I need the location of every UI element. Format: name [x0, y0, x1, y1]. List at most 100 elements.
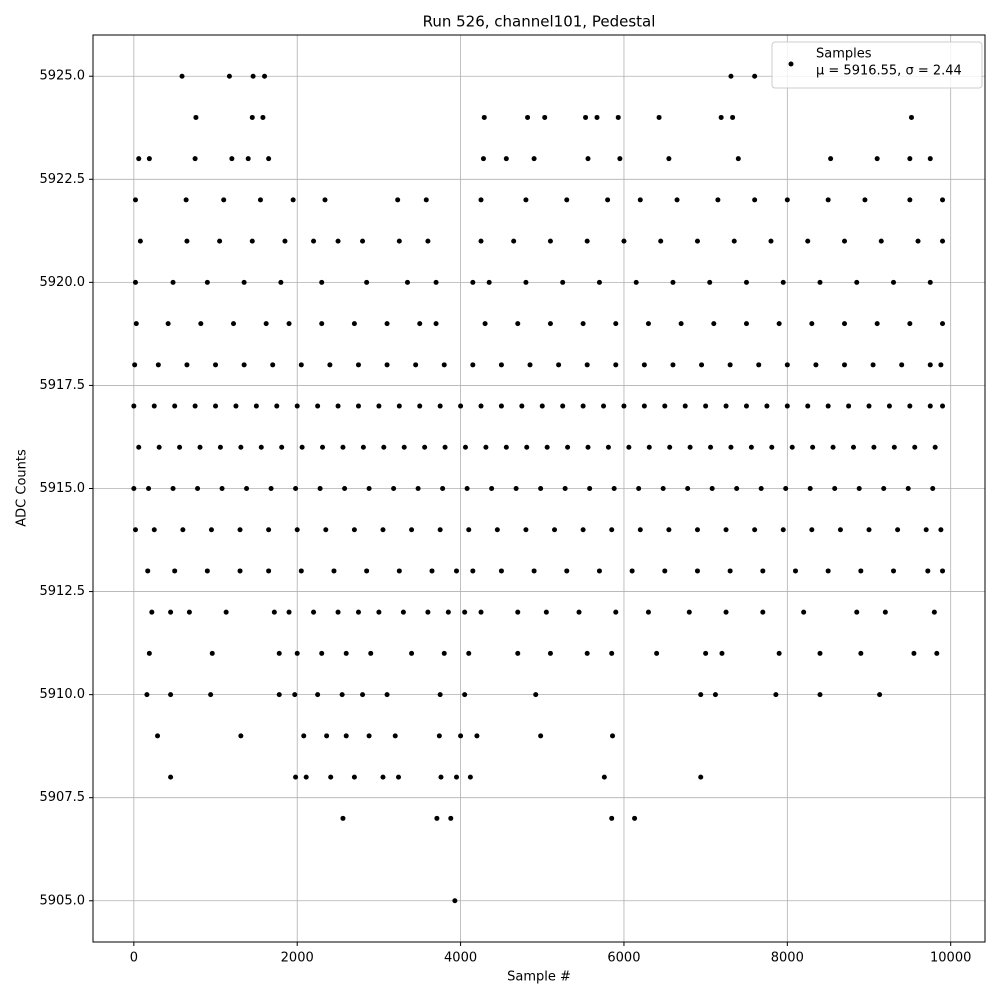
- point: [355, 609, 361, 615]
- point: [437, 527, 443, 533]
- point: [434, 815, 440, 821]
- point: [911, 650, 917, 656]
- x-tick-label: 4000: [444, 951, 477, 966]
- point: [391, 486, 397, 491]
- point: [610, 733, 616, 739]
- point: [237, 568, 243, 574]
- point: [743, 321, 749, 327]
- point: [927, 156, 933, 162]
- point: [340, 444, 346, 450]
- point: [878, 238, 884, 244]
- point: [279, 444, 285, 450]
- point: [328, 774, 334, 780]
- point: [927, 279, 933, 285]
- point: [760, 568, 766, 574]
- point: [311, 609, 317, 615]
- point: [789, 444, 795, 450]
- point: [660, 486, 666, 491]
- point: [877, 692, 883, 698]
- point: [266, 156, 272, 162]
- point: [132, 527, 138, 533]
- point: [401, 444, 407, 450]
- point: [817, 279, 823, 285]
- point: [525, 114, 531, 120]
- point: [858, 568, 864, 574]
- point: [422, 444, 428, 450]
- point: [682, 403, 688, 409]
- point: [584, 362, 590, 368]
- point: [629, 568, 635, 574]
- point: [613, 609, 619, 615]
- point: [498, 568, 504, 574]
- point: [564, 568, 570, 574]
- point: [674, 197, 680, 203]
- x-tick-label: 0: [130, 951, 138, 966]
- point: [621, 403, 627, 409]
- point: [580, 403, 586, 409]
- point: [718, 114, 724, 120]
- point: [482, 321, 488, 327]
- point: [580, 527, 586, 533]
- point: [940, 238, 946, 244]
- point: [715, 197, 721, 203]
- point: [368, 650, 374, 656]
- point: [132, 279, 138, 285]
- point: [441, 650, 447, 656]
- point: [854, 609, 860, 615]
- point: [776, 650, 782, 656]
- point: [810, 444, 816, 450]
- point: [396, 238, 402, 244]
- point: [769, 444, 775, 450]
- point: [728, 73, 734, 79]
- point: [656, 114, 662, 120]
- point: [734, 486, 740, 491]
- point: [609, 527, 615, 533]
- point: [238, 733, 244, 739]
- point: [241, 279, 247, 285]
- point: [694, 568, 700, 574]
- point: [458, 733, 464, 739]
- point: [830, 444, 836, 450]
- point: [523, 197, 529, 203]
- point: [355, 362, 361, 368]
- point: [151, 527, 157, 533]
- point: [381, 444, 387, 450]
- point: [756, 362, 762, 368]
- point: [274, 403, 280, 409]
- point: [523, 279, 529, 285]
- legend: Samples μ = 5916.55, σ = 2.44: [771, 41, 983, 89]
- point: [538, 486, 544, 491]
- point: [323, 527, 329, 533]
- point: [723, 609, 729, 615]
- point: [257, 197, 263, 203]
- point: [165, 321, 171, 327]
- legend-note: μ = 5916.55, σ = 2.44: [816, 64, 962, 79]
- point: [208, 692, 214, 698]
- point: [132, 362, 138, 368]
- point: [423, 197, 429, 203]
- point: [728, 444, 734, 450]
- point: [258, 444, 264, 450]
- point: [417, 321, 423, 327]
- point: [335, 609, 341, 615]
- point: [271, 609, 277, 615]
- point: [646, 444, 652, 450]
- point: [172, 403, 178, 409]
- legend-box: [771, 41, 983, 89]
- point: [299, 444, 305, 450]
- point: [413, 362, 419, 368]
- point: [912, 444, 918, 450]
- point: [294, 403, 300, 409]
- y-tick-label: 5925.0: [40, 69, 86, 84]
- point: [723, 403, 729, 409]
- point: [400, 609, 406, 615]
- point: [925, 568, 931, 574]
- point: [667, 444, 673, 450]
- point: [940, 321, 946, 327]
- point: [731, 238, 737, 244]
- point: [355, 403, 361, 409]
- point: [293, 486, 299, 491]
- point: [611, 486, 617, 491]
- point: [317, 486, 323, 491]
